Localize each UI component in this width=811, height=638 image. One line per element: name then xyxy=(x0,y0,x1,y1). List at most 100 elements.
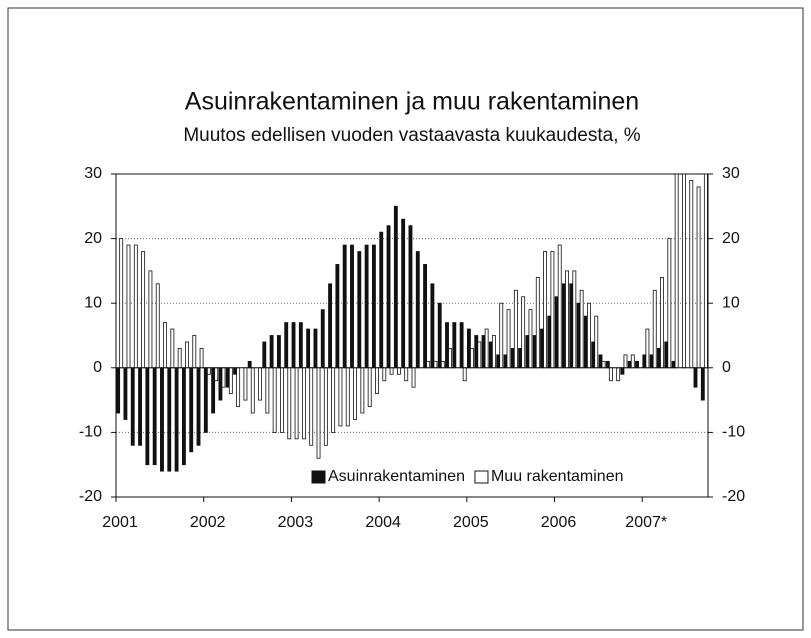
x-tick-label: 2002 xyxy=(190,514,226,531)
bar xyxy=(518,348,523,369)
bar xyxy=(667,238,672,369)
legend-swatch xyxy=(311,470,326,484)
bar xyxy=(272,367,277,433)
bar xyxy=(233,367,237,375)
bar xyxy=(532,335,537,369)
bar xyxy=(371,244,376,369)
bar xyxy=(401,218,406,369)
bar xyxy=(148,270,153,369)
bar xyxy=(123,367,128,420)
bar xyxy=(657,348,661,369)
bar xyxy=(535,276,540,369)
bar xyxy=(280,367,284,433)
bar xyxy=(375,367,379,395)
bar xyxy=(320,309,325,369)
bar xyxy=(579,289,584,369)
bar xyxy=(693,367,698,388)
x-tick-label: 2007* xyxy=(625,514,667,531)
bar xyxy=(601,360,606,369)
bar xyxy=(367,367,372,407)
bar xyxy=(206,367,211,375)
bar xyxy=(608,367,613,382)
bar xyxy=(660,276,664,369)
bar xyxy=(543,251,548,369)
x-tick-label: 2003 xyxy=(278,514,314,531)
y-tick-label: 20 xyxy=(84,230,102,247)
y-tick-label: -20 xyxy=(79,488,102,505)
legend-swatch xyxy=(474,470,489,484)
bar xyxy=(594,315,599,369)
bar xyxy=(247,360,252,369)
bar xyxy=(309,367,314,446)
bar xyxy=(306,328,311,369)
bar xyxy=(445,322,449,369)
bar xyxy=(488,341,493,369)
bar xyxy=(550,251,555,369)
bar xyxy=(203,367,208,433)
bar xyxy=(645,328,650,369)
bar xyxy=(408,225,413,369)
bar xyxy=(591,341,596,369)
bar xyxy=(557,244,562,369)
legend-label: Asuinrakentaminen xyxy=(328,468,465,485)
bar xyxy=(284,322,289,369)
bar xyxy=(130,367,135,446)
chart-subtitle: Muutos edellisen vuoden vastaavasta kuuk… xyxy=(183,125,640,146)
bar xyxy=(696,186,701,369)
bar xyxy=(528,309,533,369)
bar xyxy=(189,367,194,453)
bar xyxy=(228,367,233,395)
bar xyxy=(671,360,676,369)
bar xyxy=(167,367,172,472)
bar xyxy=(569,283,574,369)
bar xyxy=(437,302,442,369)
bar xyxy=(301,367,306,440)
bar xyxy=(163,322,167,369)
bar xyxy=(440,360,445,369)
x-tick-label: 2001 xyxy=(102,514,138,531)
bar xyxy=(642,354,647,369)
y2-tick-label: -20 xyxy=(722,488,745,505)
bar xyxy=(452,322,457,369)
bar xyxy=(382,367,387,382)
bar xyxy=(221,367,226,388)
frame xyxy=(7,7,804,631)
bar xyxy=(145,367,150,466)
bar xyxy=(430,283,435,369)
bar xyxy=(338,367,343,427)
bar xyxy=(470,348,474,369)
bar xyxy=(119,238,124,369)
bar xyxy=(598,354,603,369)
y-tick-label: 10 xyxy=(84,294,102,311)
bar xyxy=(323,367,328,446)
bar xyxy=(547,315,552,369)
bar xyxy=(170,328,175,369)
bar xyxy=(192,335,197,369)
bar xyxy=(287,367,292,440)
x-tick-label: 2005 xyxy=(453,514,489,531)
bar xyxy=(262,341,267,369)
bar xyxy=(521,296,526,369)
y2-tick-label: 10 xyxy=(722,294,740,311)
bar xyxy=(474,335,479,369)
bar xyxy=(583,315,588,369)
bar xyxy=(236,367,241,407)
y2-tick-label: -10 xyxy=(722,424,745,441)
bar xyxy=(225,367,230,388)
bar xyxy=(477,341,482,369)
bar xyxy=(627,360,632,369)
bar xyxy=(484,328,489,369)
bar xyxy=(379,231,384,369)
bar xyxy=(353,367,358,420)
bar xyxy=(276,335,281,369)
bar xyxy=(623,354,628,369)
bar xyxy=(243,367,248,401)
bar xyxy=(674,173,679,369)
bar xyxy=(620,367,625,375)
chart-title: Asuinrakentaminen ja muu rakentaminen xyxy=(185,88,639,116)
bar xyxy=(185,341,189,369)
bar xyxy=(587,302,591,369)
bar xyxy=(196,367,201,446)
bar xyxy=(689,180,694,369)
bar xyxy=(415,251,420,369)
